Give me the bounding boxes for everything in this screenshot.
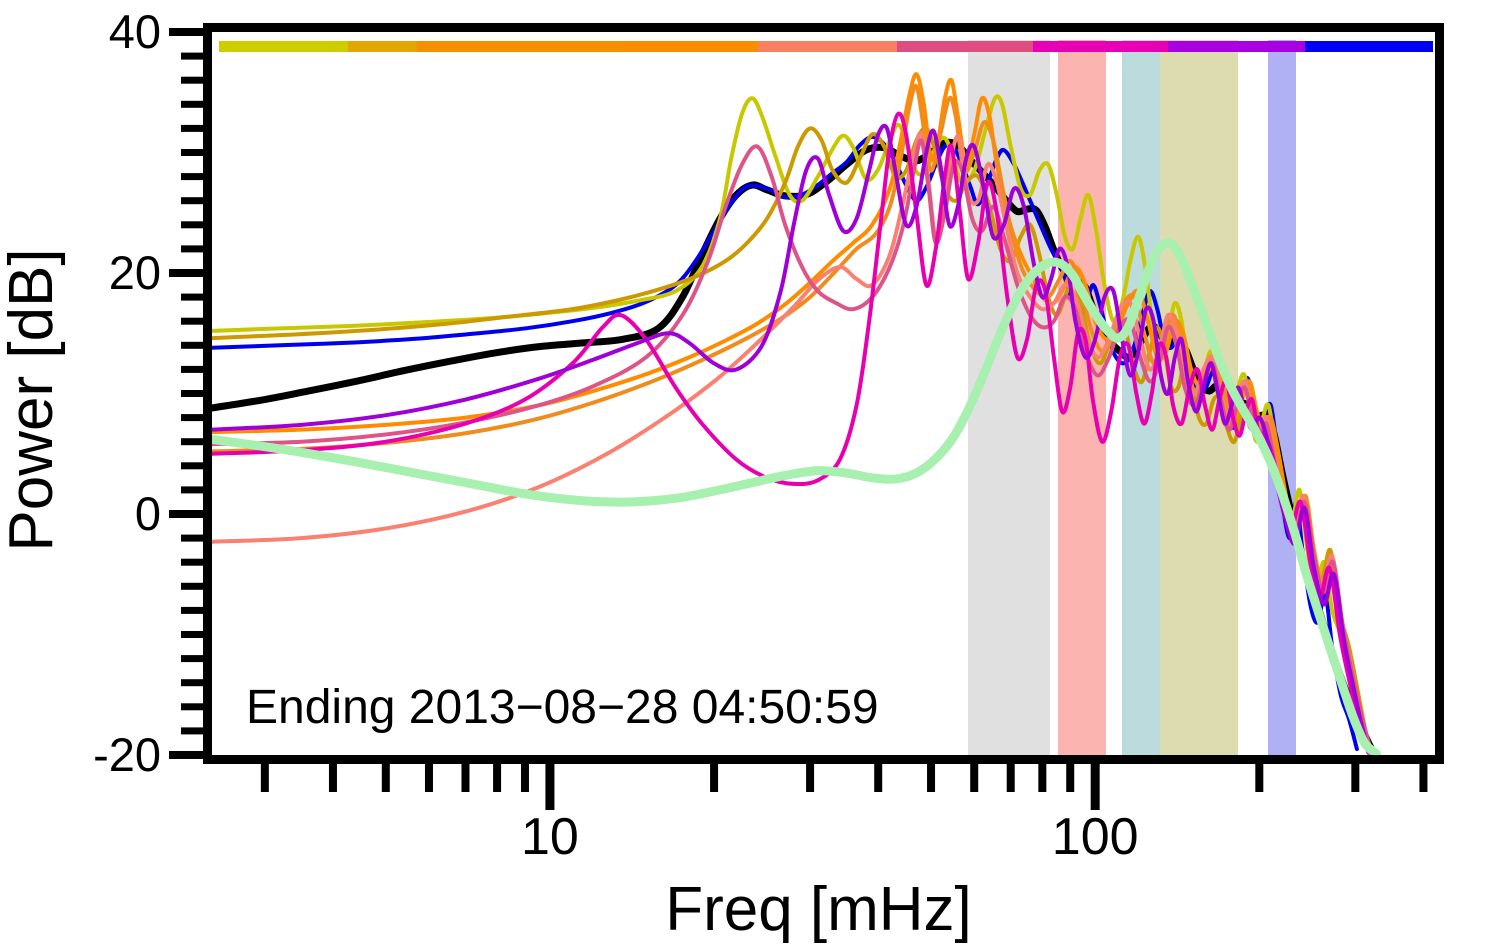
y-minor-tick	[181, 655, 203, 663]
y-minor-tick	[181, 582, 203, 590]
y-major-tick	[169, 510, 203, 518]
seg-yellow	[219, 41, 348, 52]
y-tick-label: 0	[135, 487, 161, 540]
seg-magenta	[1033, 41, 1168, 52]
y-minor-tick	[181, 173, 203, 181]
y-minor-tick	[181, 124, 203, 132]
x-tick-label: 100	[1052, 808, 1139, 866]
y-minor-tick	[181, 100, 203, 108]
y-axis-label: Power [dB]	[0, 248, 66, 551]
x-minor-tick	[328, 764, 337, 792]
band-pink	[1058, 40, 1106, 755]
y-minor-tick	[181, 341, 203, 349]
y-minor-tick	[181, 149, 203, 156]
axis-bottom	[203, 755, 1444, 764]
y-minor-tick	[181, 76, 203, 84]
y-minor-tick	[181, 462, 203, 470]
axis-left	[203, 23, 212, 764]
y-tick-label: 40	[109, 5, 161, 58]
x-minor-tick	[520, 764, 529, 792]
x-minor-tick	[1006, 764, 1015, 792]
y-minor-tick	[181, 365, 203, 373]
axis-top	[203, 23, 1444, 32]
seg-blue	[1305, 41, 1433, 52]
x-minor-tick	[493, 764, 502, 792]
y-minor-tick	[181, 293, 203, 301]
x-minor-tick	[710, 764, 719, 792]
spectrum-curves	[212, 72, 1381, 755]
y-minor-tick	[181, 606, 203, 614]
y-minor-tick	[181, 414, 203, 422]
y-tick-label: -20	[93, 728, 161, 781]
y-minor-tick	[181, 52, 203, 60]
y-minor-tick	[181, 390, 203, 397]
band-lightblue	[1122, 40, 1160, 755]
x-minor-tick	[260, 764, 269, 792]
x-minor-tick	[874, 764, 883, 792]
y-minor-tick	[181, 703, 203, 711]
x-tick-label: 10	[521, 808, 579, 866]
axes: 40 20 0 -20 10 100	[93, 5, 1444, 866]
y-minor-tick	[181, 631, 203, 638]
seg-orange	[417, 41, 623, 52]
x-minor-tick	[424, 764, 433, 792]
y-major-tick	[169, 751, 203, 759]
seg-purple	[1168, 41, 1305, 52]
x-minor-tick	[806, 764, 815, 792]
x-minor-tick	[1066, 764, 1075, 792]
x-minor-tick	[461, 764, 470, 792]
y-minor-tick	[181, 197, 203, 205]
x-axis-label: Freq [mHz]	[665, 875, 972, 944]
curve-spectrum-salmon	[212, 131, 1373, 753]
ending-timestamp-annotation: Ending 2013−08−28 04:50:59	[246, 681, 879, 734]
y-minor-tick	[181, 317, 203, 325]
y-minor-tick	[181, 486, 203, 494]
y-minor-tick	[181, 245, 203, 253]
curve-spectrum-lightgreen	[212, 238, 1381, 755]
seg-darkorange	[623, 41, 758, 52]
seg-salmon	[758, 41, 897, 52]
band-lavender	[1268, 40, 1296, 755]
x-minor-tick	[927, 764, 936, 792]
x-minor-tick	[1351, 764, 1360, 792]
axis-right	[1435, 23, 1444, 764]
seg-gold	[348, 41, 417, 52]
x-minor-tick	[1419, 764, 1428, 792]
x-minor-tick	[970, 764, 979, 792]
x-minor-tick	[381, 764, 390, 792]
x-major-tick	[545, 764, 555, 810]
x-minor-tick	[1038, 764, 1047, 792]
y-minor-tick	[181, 679, 203, 687]
y-major-tick	[169, 269, 203, 277]
y-minor-tick	[181, 221, 203, 229]
colorbar	[219, 41, 1433, 52]
y-tick-label: 20	[109, 246, 161, 299]
y-minor-tick	[181, 558, 203, 566]
y-minor-tick	[181, 534, 203, 542]
x-major-tick	[1090, 764, 1100, 810]
seg-crimson	[897, 41, 1033, 52]
y-minor-tick	[181, 438, 203, 446]
y-major-tick	[169, 28, 203, 36]
x-minor-tick	[1255, 764, 1264, 792]
y-minor-tick	[181, 727, 203, 735]
